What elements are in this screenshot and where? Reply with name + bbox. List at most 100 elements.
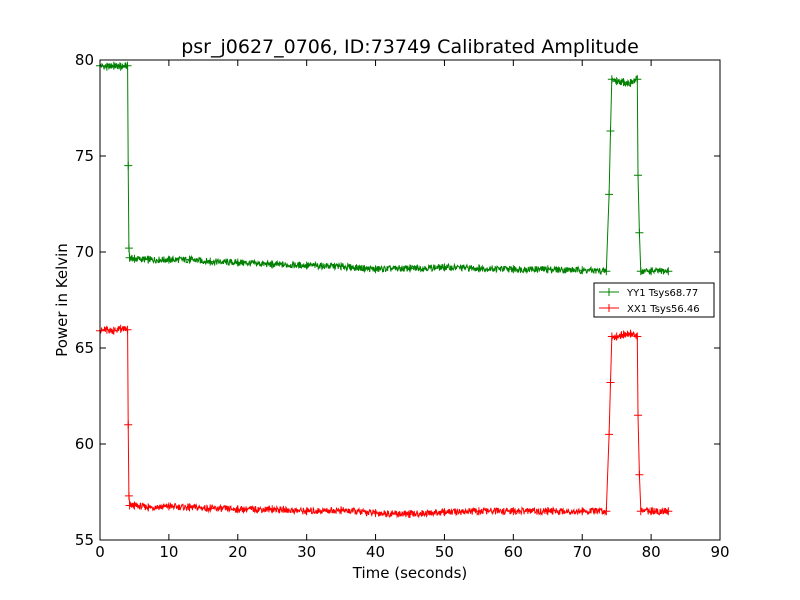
data-point	[130, 501, 139, 510]
data-point	[206, 257, 215, 266]
data-point	[123, 61, 132, 70]
data-point	[102, 62, 111, 71]
legend-marker	[605, 288, 613, 296]
data-point	[612, 332, 621, 341]
data-point	[337, 262, 346, 271]
x-tick-label: 50	[435, 543, 454, 561]
data-point	[634, 411, 643, 420]
data-point	[109, 326, 118, 335]
data-point	[268, 505, 277, 514]
x-tick-label: 80	[642, 543, 661, 561]
legend: YY1 Tsys68.77 XX1 Tsys56.46	[593, 282, 715, 318]
x-tick-label: 10	[159, 543, 178, 561]
data-point	[124, 420, 133, 429]
data-point	[206, 504, 215, 513]
data-point	[626, 329, 635, 338]
data-point	[605, 430, 614, 439]
y-tick-label: 65	[75, 339, 94, 357]
y-tick-label: 60	[75, 435, 94, 453]
series-line	[99, 325, 669, 519]
data-point	[406, 510, 414, 519]
y-tick-label: 80	[75, 51, 94, 69]
data-point	[185, 255, 194, 264]
data-point	[578, 507, 587, 516]
data-point	[606, 127, 615, 136]
x-tick-label: 60	[504, 543, 523, 561]
series-layer	[96, 61, 673, 519]
data-point	[337, 506, 346, 515]
data-point	[543, 265, 552, 274]
data-point	[635, 470, 644, 479]
data-point	[634, 171, 643, 180]
data-point	[302, 261, 311, 270]
data-point	[578, 266, 587, 275]
data-point	[302, 507, 311, 516]
data-point	[233, 258, 242, 267]
data-point	[233, 505, 242, 514]
data-point	[619, 330, 628, 339]
data-point	[164, 502, 173, 511]
data-point	[612, 77, 621, 86]
y-tick-label: 55	[75, 531, 94, 549]
data-point	[602, 267, 611, 276]
x-tick-label: 30	[297, 543, 316, 561]
data-point	[633, 332, 642, 341]
data-point	[636, 267, 645, 276]
data-point	[268, 260, 277, 269]
data-point	[124, 244, 133, 253]
legend-marker	[605, 304, 613, 312]
data-point	[474, 507, 483, 516]
x-axis: 0 10 20 30 40 50 60 70 80 90	[95, 60, 730, 561]
data-point	[664, 507, 673, 516]
data-point	[124, 161, 133, 170]
plot-frame	[99, 59, 721, 541]
y-axis: 55 60 65 70 75 80	[75, 51, 720, 549]
data-point	[607, 75, 616, 84]
x-tick-label: 20	[228, 543, 247, 561]
x-axis-title: Time (seconds)	[352, 564, 468, 582]
data-point	[606, 378, 615, 387]
legend-label: XX1 Tsys56.46	[627, 304, 700, 315]
data-point	[647, 507, 656, 516]
x-tick-label: 40	[366, 543, 385, 561]
x-tick-label: 0	[95, 543, 105, 561]
y-tick-label: 70	[75, 243, 94, 261]
data-point	[164, 255, 173, 264]
data-point	[144, 503, 153, 512]
data-point	[123, 325, 132, 334]
data-point	[440, 263, 449, 272]
data-point	[633, 75, 642, 84]
data-point	[605, 190, 614, 199]
data-point	[664, 267, 673, 276]
data-point	[626, 79, 635, 88]
data-point	[635, 228, 644, 237]
data-point	[509, 265, 518, 274]
data-point	[474, 264, 483, 273]
data-point	[440, 508, 449, 517]
data-point	[636, 507, 645, 516]
data-point	[371, 509, 380, 518]
data-point	[619, 78, 628, 87]
data-point	[647, 267, 656, 276]
data-point	[125, 253, 134, 262]
data-point	[109, 61, 118, 70]
data-point	[116, 324, 125, 333]
series-line	[99, 61, 669, 275]
data-point	[102, 325, 111, 334]
data-point	[406, 264, 414, 273]
legend-label: YY1 Tsys68.77	[626, 288, 698, 299]
x-tick-label: 70	[573, 543, 592, 561]
legend-box	[593, 282, 715, 318]
data-point	[371, 265, 380, 274]
data-point	[130, 254, 139, 263]
data-point	[543, 507, 552, 516]
data-point	[124, 491, 133, 500]
data-point	[602, 507, 611, 516]
data-point	[144, 255, 153, 264]
data-point	[509, 507, 518, 516]
y-axis-title: Power in Kelvin	[53, 243, 71, 357]
data-point	[185, 503, 194, 512]
y-tick-label: 75	[75, 147, 94, 165]
chart-title: psr_j0627_0706, ID:73749 Calibrated Ampl…	[181, 36, 639, 58]
